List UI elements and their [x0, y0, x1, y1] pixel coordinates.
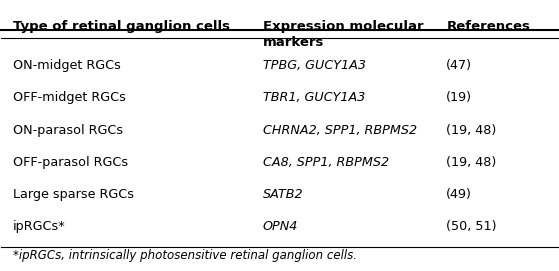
Text: TBR1, GUCY1A3: TBR1, GUCY1A3 [263, 91, 365, 104]
Text: CHRNA2, SPP1, RBPMS2: CHRNA2, SPP1, RBPMS2 [263, 124, 417, 137]
Text: CA8, SPP1, RBPMS2: CA8, SPP1, RBPMS2 [263, 156, 389, 169]
Text: ON-midget RGCs: ON-midget RGCs [12, 59, 120, 72]
Text: Type of retinal ganglion cells: Type of retinal ganglion cells [12, 20, 230, 33]
Text: ON-parasol RGCs: ON-parasol RGCs [12, 124, 122, 137]
Text: References: References [447, 20, 530, 33]
Text: (50, 51): (50, 51) [447, 220, 497, 233]
Text: (19, 48): (19, 48) [447, 124, 496, 137]
Text: (19): (19) [447, 91, 472, 104]
Text: OFF-midget RGCs: OFF-midget RGCs [12, 91, 125, 104]
Text: (49): (49) [447, 188, 472, 201]
Text: ipRGCs*: ipRGCs* [12, 220, 65, 233]
Text: *ipRGCs, intrinsically photosensitive retinal ganglion cells.: *ipRGCs, intrinsically photosensitive re… [12, 249, 357, 262]
Text: Expression molecular
markers: Expression molecular markers [263, 20, 423, 49]
Text: OPN4: OPN4 [263, 220, 298, 233]
Text: Large sparse RGCs: Large sparse RGCs [12, 188, 134, 201]
Text: (47): (47) [447, 59, 472, 72]
Text: OFF-parasol RGCs: OFF-parasol RGCs [12, 156, 127, 169]
Text: (19, 48): (19, 48) [447, 156, 496, 169]
Text: SATB2: SATB2 [263, 188, 304, 201]
Text: TPBG, GUCY1A3: TPBG, GUCY1A3 [263, 59, 366, 72]
